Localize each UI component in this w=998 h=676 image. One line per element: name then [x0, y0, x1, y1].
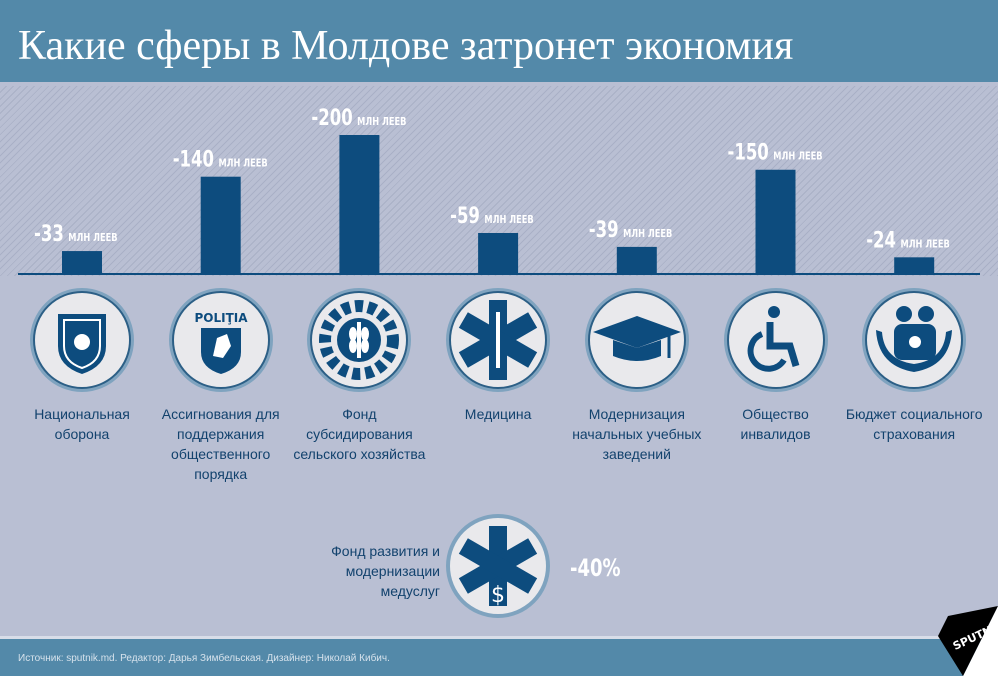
value-label: -24 МЛН ЛЕЕВ	[866, 227, 950, 253]
footer: Источник: sputnik.md. Редактор: Дарья Зи…	[0, 636, 998, 676]
bar	[200, 176, 241, 274]
extra-value-label: -40%	[570, 554, 621, 582]
family-hands-icon	[860, 286, 968, 394]
category-label: Ассигнования для поддержания общественно…	[161, 406, 280, 482]
police-shield-icon: POLIŢIA	[167, 286, 275, 394]
bar	[62, 251, 102, 274]
bar-chart: -33 МЛН ЛЕЕВ -140 МЛН ЛЕЕВ -200 МЛН ЛЕЕВ -59 МЛ…	[18, 105, 980, 275]
value-label: -33 МЛН ЛЕЕВ	[34, 221, 118, 247]
bar	[339, 135, 380, 274]
page-title: Какие сферы в Молдове затронет экономия	[18, 23, 794, 69]
bar	[755, 169, 796, 274]
value-label: -150 МЛН ЛЕЕВ	[728, 139, 823, 165]
category-label: Общество инвалидов	[740, 406, 811, 442]
category-label: Национальная оборона	[34, 406, 130, 442]
agriculture-gear-icon	[305, 286, 413, 394]
extra-category-label: Фонд развития и модернизации медуслуг	[331, 543, 440, 599]
value-label: -59 МЛН ЛЕЕВ	[450, 203, 534, 229]
wheelchair-icon	[722, 286, 830, 394]
source-credit: Источник: sputnik.md. Редактор: Дарья Зи…	[18, 653, 390, 664]
coat-of-arms-icon	[28, 286, 136, 394]
category-label: Медицина	[464, 406, 532, 422]
bar	[616, 246, 657, 274]
header: Какие сферы в Молдове затронет экономия	[0, 0, 998, 82]
value-label: -140 МЛН ЛЕЕВ	[173, 146, 268, 172]
svg-text:$: $	[491, 583, 505, 608]
category-label: Бюджет социального страхования	[845, 406, 983, 442]
medical-star-dollar-icon: $	[444, 512, 552, 620]
value-label: -200 МЛН ЛЕЕВ	[311, 105, 406, 131]
svg-text:POLIŢIA: POLIŢIA	[194, 311, 248, 325]
sputnik-logo: SPUTNIK	[938, 606, 998, 676]
category-label: Модернизация начальных учебных заведений	[572, 406, 702, 462]
graduation-cap-icon	[583, 286, 691, 394]
value-label: -39 МЛН ЛЕЕВ	[589, 217, 673, 243]
category-label: Фонд субсидирования сельского хозяйства	[293, 406, 426, 462]
medical-star-icon	[444, 286, 552, 394]
bar	[478, 232, 519, 274]
bar	[894, 257, 935, 274]
